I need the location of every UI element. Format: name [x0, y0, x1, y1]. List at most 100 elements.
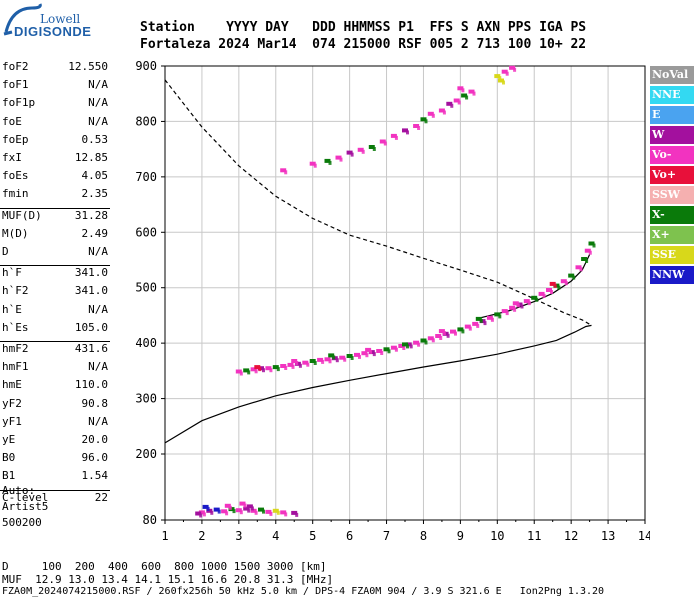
echo-mark — [358, 354, 361, 359]
echo-mark — [250, 367, 257, 372]
echo-mark — [409, 344, 413, 349]
header-line-2: Fortaleza 2024 Mar14 074 215000 RSF 005 … — [140, 37, 587, 52]
param-label: C-level — [2, 490, 49, 504]
echo-mark — [483, 321, 487, 326]
echo-mark — [538, 291, 545, 296]
echo-mark — [265, 509, 272, 514]
auto-method: Artist5 — [2, 500, 49, 513]
echo-mark — [206, 506, 210, 511]
echo-mark — [246, 504, 253, 509]
param-row-fof1p: foF1p N/A — [2, 96, 108, 114]
param-row-fxi: fxI 12.85 — [2, 151, 108, 169]
echo-mark — [232, 509, 236, 514]
echo-mark — [254, 510, 258, 515]
echo-mark — [262, 509, 265, 514]
echo-mark — [494, 312, 501, 317]
echo-mark — [372, 147, 376, 151]
echo-mark — [225, 511, 229, 516]
echo-mark — [235, 508, 242, 513]
echo-mark — [262, 368, 265, 373]
echo-mark — [379, 139, 386, 144]
param-value: N/A — [88, 360, 108, 374]
echo-mark — [302, 360, 309, 365]
echo-mark — [446, 101, 453, 106]
echo-mark — [498, 314, 502, 319]
echo-mark — [438, 108, 445, 113]
echo-mark — [291, 510, 298, 515]
echo-mark — [498, 76, 502, 81]
echo-mark — [239, 501, 246, 506]
param-label: foF1 — [2, 78, 29, 92]
param-label: h`F2 — [2, 284, 29, 298]
param-value: 1.54 — [81, 469, 109, 483]
echo-mark — [291, 364, 295, 369]
echo-mark — [394, 135, 398, 140]
echo-mark — [284, 170, 288, 175]
param-label: M(D) — [2, 226, 29, 240]
logo-lowell-text: Lowell — [40, 12, 81, 26]
echo-mark — [390, 345, 397, 350]
echo-mark — [254, 365, 261, 370]
echo-mark — [461, 88, 465, 93]
param-row-fof1: foF1 N/A — [2, 78, 108, 96]
echo-mark — [513, 67, 517, 72]
x-tick-label: 11 — [527, 529, 541, 543]
echo-mark — [202, 504, 209, 509]
param-label: MUF(D) — [2, 208, 42, 222]
param-value: 2.49 — [81, 226, 109, 240]
echo-mark — [431, 113, 435, 118]
echo-mark — [501, 69, 508, 74]
param-row-h-f: h`F 341.0 — [2, 266, 108, 284]
y-tick-label: 700 — [135, 170, 157, 184]
param-row-h-f2: h`F2 341.0 — [2, 284, 108, 302]
param-row-h-e: h`E N/A — [2, 303, 108, 321]
param-value: 22 — [94, 490, 108, 504]
y-tick-label: 200 — [135, 447, 157, 461]
echo-mark — [276, 510, 280, 515]
echo-mark — [513, 307, 517, 312]
echo-mark — [450, 329, 456, 334]
echo-mark — [468, 326, 472, 331]
echo-mark — [417, 126, 421, 130]
param-value: N/A — [88, 78, 108, 92]
echo-mark — [361, 351, 368, 356]
echo-mark — [490, 317, 494, 322]
param-separator — [0, 265, 110, 267]
param-value: N/A — [88, 96, 108, 110]
param-value: 2.35 — [81, 187, 109, 201]
echo-mark — [313, 163, 317, 168]
echo-mark — [472, 321, 479, 326]
echo-mark — [501, 309, 508, 314]
echo-mark — [224, 503, 231, 508]
param-value: 12.85 — [74, 151, 108, 164]
echo-mark — [346, 150, 353, 155]
echo-mark — [427, 336, 434, 341]
echo-mark — [332, 355, 336, 360]
x-tick-label: 3 — [235, 529, 242, 543]
echo-mark — [387, 349, 391, 354]
echo-mark — [579, 267, 583, 272]
echo-mark — [284, 512, 288, 517]
echo-mark — [592, 243, 596, 248]
auto-code: 500200 — [2, 516, 42, 529]
echo-mark — [549, 281, 556, 286]
y-tick-label: 80 — [143, 513, 157, 527]
echo-mark — [520, 304, 524, 309]
echo-mark — [461, 93, 468, 98]
param-label: fmin — [2, 187, 29, 201]
echo-mark — [453, 98, 460, 103]
x-tick-label: 1 — [161, 529, 168, 543]
echo-mark — [221, 509, 228, 514]
legend-item-w: W — [650, 126, 694, 144]
echo-mark — [585, 259, 589, 263]
echo-mark — [575, 265, 582, 270]
echo-mark — [588, 241, 595, 246]
echo-mark — [398, 344, 405, 348]
echo-mark — [258, 507, 264, 512]
echo-traces — [195, 65, 596, 518]
param-row-foes: foEs 4.05 — [2, 169, 108, 187]
echo-mark — [457, 100, 461, 105]
echo-mark — [269, 368, 273, 373]
echo-mark — [581, 257, 588, 261]
legend-item-nnw: NNW — [650, 266, 694, 284]
